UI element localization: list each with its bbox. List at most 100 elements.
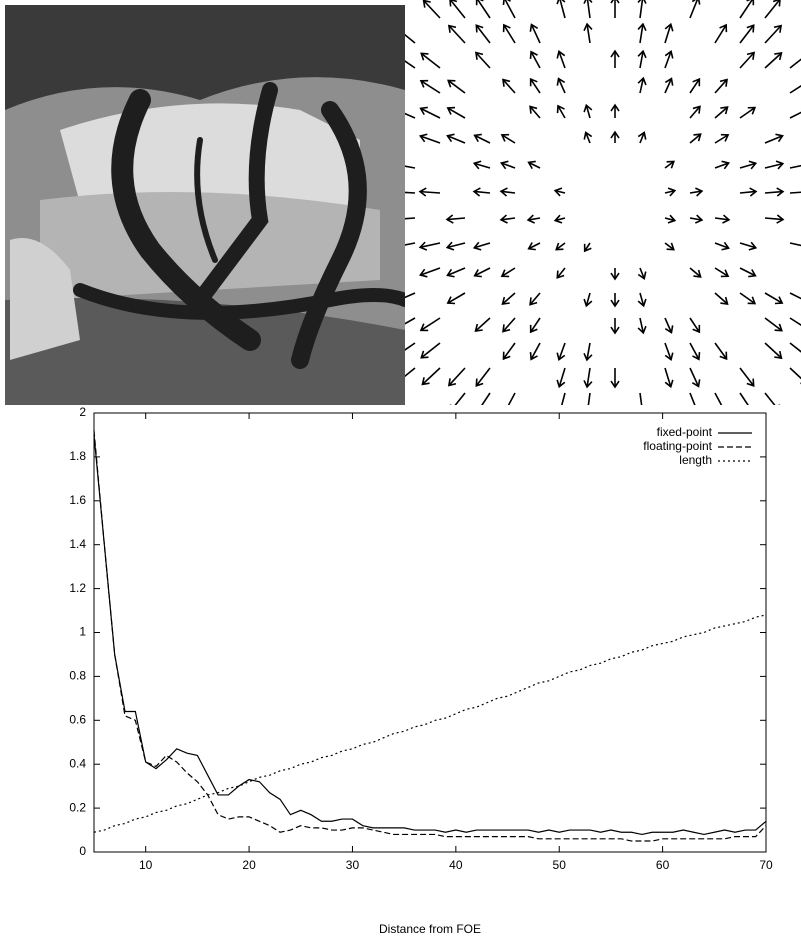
flow-arrow [739, 162, 756, 169]
x-tick-label: 30 [346, 858, 360, 872]
flow-arrow-head [553, 187, 563, 197]
flow-arrow [714, 392, 723, 405]
flow-arrow-head [747, 406, 754, 413]
flow-arrow-head [691, 0, 701, 5]
flow-arrow-head [499, 214, 508, 224]
flow-arrow-head [637, 131, 647, 140]
flow-arrow-head [499, 187, 508, 197]
flow-arrow-head [719, 23, 728, 33]
flow-arrow-head [693, 269, 702, 278]
flow-arrow [405, 217, 416, 220]
flow-arrow-head [692, 77, 701, 87]
flow-arrow-head [720, 106, 729, 115]
flow-arrow [639, 78, 645, 94]
flow-arrow [419, 242, 441, 249]
flow-arrow [789, 85, 801, 94]
flow-arrow-head [473, 269, 482, 278]
flow-arrow-head [418, 268, 428, 278]
flow-arrow-head [774, 350, 783, 360]
flow-arrow [405, 317, 416, 325]
photo [5, 5, 405, 405]
flow-arrow-head [667, 187, 677, 197]
flow-arrow-head [664, 379, 674, 389]
flow-arrow-head [502, 0, 511, 6]
flow-arrow [554, 217, 566, 222]
flow-arrow-head [447, 24, 457, 33]
flow-arrow-head [420, 52, 429, 61]
flow-arrow [586, 23, 591, 44]
flow-arrow [405, 165, 416, 169]
flow-arrow-head [666, 242, 675, 251]
flow-arrow [420, 52, 441, 69]
flow-arrow-head [637, 76, 647, 86]
flow-arrow [789, 191, 801, 194]
flow-arrow [789, 58, 801, 69]
flow-arrow [639, 317, 645, 334]
flow-arrow [502, 342, 516, 360]
flow-arrow-head [446, 106, 456, 115]
flow-arrow-head [500, 133, 510, 142]
flow-arrow-head [553, 214, 563, 224]
flow-arrow [474, 134, 491, 144]
flow-arrow [475, 52, 491, 69]
flow-arrow [764, 135, 783, 144]
flow-arrow [764, 317, 783, 332]
flow-arrow-head [583, 22, 593, 31]
flow-arrow [449, 0, 466, 19]
flow-arrow-head [529, 297, 538, 306]
flow-arrow [714, 292, 729, 305]
flow-arrow-head [472, 160, 482, 170]
flow-arrow [639, 267, 645, 279]
flow-arrow [554, 189, 566, 194]
flow-arrow-head [664, 325, 674, 334]
flow-arrow-head [747, 296, 757, 305]
flow-arrow-head [776, 214, 785, 224]
flow-arrow-head [556, 352, 566, 362]
flow-arrow [714, 106, 729, 119]
flow-arrow [689, 105, 701, 119]
flow-arrow-head [775, 133, 784, 143]
flow-arrow-head [556, 77, 566, 86]
plot-frame [93, 412, 767, 853]
vector-field [405, 0, 801, 413]
flow-arrow-head [720, 269, 730, 278]
flow-arrow [586, 0, 591, 19]
flow-arrow-head [746, 24, 755, 33]
flow-arrow [714, 217, 730, 221]
flow-arrow [739, 367, 755, 387]
flow-arrow-head [694, 214, 704, 224]
flow-arrow-head [746, 51, 756, 60]
y-tick-label: 0.8 [69, 669, 86, 683]
flow-arrow [739, 242, 756, 249]
flow-arrow [447, 267, 466, 277]
flow-arrow [500, 190, 516, 194]
y-tick-label: 1.2 [69, 581, 86, 595]
flow-arrow [420, 107, 441, 119]
flow-arrow [501, 134, 516, 144]
flow-arrow-head [721, 160, 730, 170]
flow-arrow [558, 342, 566, 360]
flow-arrow [405, 342, 416, 351]
flow-arrow [557, 105, 566, 119]
flow-arrow-head [610, 272, 620, 281]
flow-arrow-head [610, 380, 620, 389]
tree-trunks [73, 82, 405, 369]
flow-arrow-head [666, 160, 675, 169]
x-tick-label: 10 [139, 858, 153, 872]
x-tick-label: 40 [449, 858, 463, 872]
flow-arrow [639, 0, 644, 19]
flow-arrow-head [746, 378, 755, 387]
flow-arrow [405, 60, 416, 69]
y-tick-label: 1.4 [69, 537, 86, 551]
flow-arrow [558, 367, 566, 388]
flow-arrow-head [472, 241, 482, 251]
flow-arrow [529, 78, 541, 94]
flow-arrow [530, 51, 541, 69]
flow-arrow-head [583, 380, 593, 389]
flow-arrow [448, 367, 466, 386]
series-line [93, 434, 767, 836]
flow-arrow [739, 267, 756, 277]
flow-arrow-head [419, 79, 429, 88]
flow-arrow-head [420, 350, 429, 359]
flow-arrow [714, 342, 728, 360]
